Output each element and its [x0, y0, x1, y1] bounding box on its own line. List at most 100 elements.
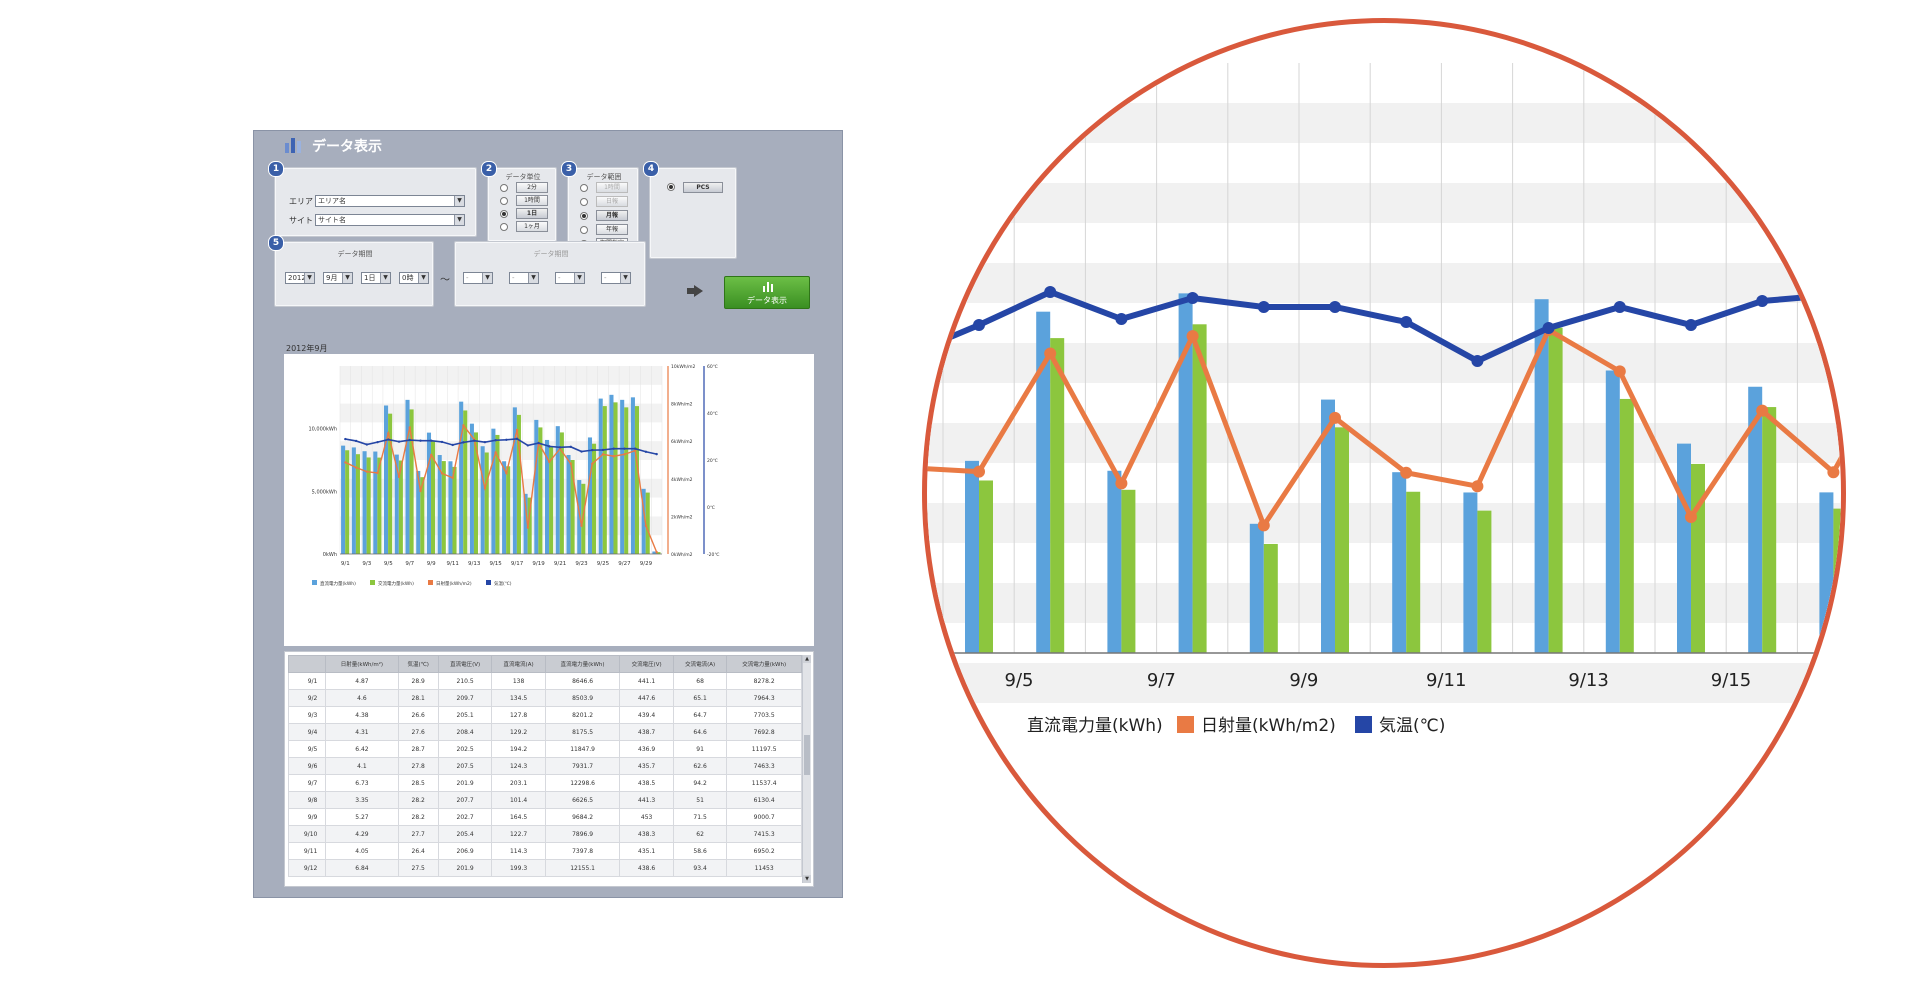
table-cell: 28.5: [397, 774, 439, 792]
column-header: 直流電力量(kWh): [544, 655, 621, 673]
range-option-0[interactable]: 1時間: [596, 182, 628, 193]
range-radio-1[interactable]: [580, 198, 588, 206]
table-cell: 209.7: [437, 689, 493, 707]
scroll-thumb[interactable]: [804, 735, 810, 775]
table-scrollbar[interactable]: ▲ ▼: [802, 655, 811, 883]
table-row[interactable]: 9/1 4.87 28.9 210.5 138 8646.6 441.1 68 8278.2: [287, 672, 802, 690]
table-cell: 71.5: [672, 808, 728, 826]
table-row[interactable]: 9/8 3.35 28.2 207.7 101.4 6626.5 441.3 51 6130.4: [287, 791, 802, 809]
dc-bar: [491, 428, 496, 554]
arrow-head-icon: [694, 285, 703, 297]
zoom-dc-bar: [1748, 386, 1763, 653]
table-row[interactable]: 9/4 4.31 27.6 208.4 129.2 8175.5 438.7 64.6 7692…: [287, 723, 802, 741]
temperature-point: [623, 447, 626, 450]
pcs-button[interactable]: PCS: [683, 182, 723, 193]
irradiance-point: [633, 449, 637, 452]
right1-tick-label: 2kWh/m2: [671, 514, 693, 520]
ac-bar: [624, 407, 629, 554]
unit-option-3[interactable]: 1ヶ月: [516, 221, 548, 232]
table-cell: 6.73: [325, 774, 399, 792]
ac-bar: [484, 452, 489, 554]
table-row[interactable]: 9/11 4.05 26.4 206.9 114.3 7397.8 435.1 58.6 695…: [287, 842, 802, 860]
end-year-select[interactable]: - ▼: [463, 272, 493, 284]
table-row[interactable]: 9/9 5.27 28.2 202.7 164.5 9684.2 453 71.5 9000.7: [287, 808, 802, 826]
temperature-point: [569, 445, 572, 449]
show-data-button[interactable]: データ表示: [724, 276, 810, 309]
area-select-value: エリア名: [318, 197, 346, 205]
table-row[interactable]: 9/3 4.38 26.6 205.1 127.8 8201.2 439.4 64.7 7703…: [287, 706, 802, 724]
step-1-badge: 1: [268, 161, 284, 177]
unit-radio-2[interactable]: [500, 210, 508, 218]
ac-bar: [398, 460, 403, 554]
range-option-2[interactable]: 月報: [596, 210, 628, 221]
end-month-select[interactable]: - ▼: [509, 272, 539, 284]
unit-radio-0[interactable]: [500, 184, 508, 192]
range-option-3[interactable]: 年報: [596, 224, 628, 235]
zoom-dc-bar: [1605, 370, 1620, 653]
zoom-ac-bar: [1050, 338, 1065, 653]
area-select[interactable]: エリア名 ▼: [315, 195, 465, 207]
zoom-legend-label: 気温(℃): [1379, 716, 1445, 736]
range-radio-3[interactable]: [580, 226, 588, 234]
zoom-x-tick-label: 9/5: [1005, 670, 1034, 691]
start-hour-select[interactable]: 0時 ▼: [399, 272, 429, 284]
start-day-select[interactable]: 1日 ▼: [361, 272, 391, 284]
table-row[interactable]: 9/7 6.73 28.5 201.9 203.1 12298.6 438.5 94.2 115…: [287, 774, 802, 792]
end-hour-select[interactable]: - ▼: [601, 272, 631, 284]
table-cell: 101.4: [491, 791, 546, 809]
table-row[interactable]: 9/5 6.42 28.7 202.5 194.2 11847.9 436.9 91 11197…: [287, 740, 802, 758]
period-end-panel: データ期間 - ▼ - ▼ - ▼ - ▼: [454, 241, 646, 307]
legend-swatch: [428, 580, 433, 585]
irradiance-point: [655, 550, 658, 554]
start-year-select[interactable]: 2012 ▼: [285, 272, 315, 284]
ac-bar: [527, 497, 532, 554]
table-row[interactable]: 9/2 4.6 28.1 209.7 134.5 8503.9 447.6 65.1 7964.…: [287, 689, 802, 707]
site-select[interactable]: サイト名 ▼: [315, 214, 465, 226]
ac-bar: [377, 457, 382, 554]
temperature-point: [451, 443, 454, 447]
zoom-x-tick-label: 9/11: [1426, 670, 1466, 691]
unit-radio-3[interactable]: [500, 223, 508, 231]
table-row[interactable]: 9/6 4.1 27.8 207.5 124.3 7931.7 435.7 62.6 7463.…: [287, 757, 802, 775]
table-cell: 207.5: [437, 757, 493, 775]
unit-option-0[interactable]: 2分: [516, 182, 548, 193]
unit-option-2[interactable]: 1日: [516, 208, 548, 219]
unit-option-1[interactable]: 1時間: [516, 195, 548, 206]
site-select-value: サイト名: [318, 216, 346, 224]
zoom-irradiance-point: [1827, 466, 1840, 479]
end-day-select[interactable]: - ▼: [555, 272, 585, 284]
zoom-grid-band: [927, 263, 1841, 303]
zoom-irradiance-line: [927, 326, 1841, 531]
pcs-radio[interactable]: [667, 183, 675, 191]
temperature-point: [526, 444, 530, 447]
row-date-cell: 9/1: [287, 672, 327, 690]
chevron-down-icon: ▼: [620, 273, 630, 283]
scroll-up-icon[interactable]: ▲: [803, 655, 811, 663]
zoom-temperature-point: [1542, 322, 1555, 334]
range-radio-2[interactable]: [580, 212, 588, 220]
scroll-down-icon[interactable]: ▼: [803, 875, 811, 883]
zoom-temperature-point: [1613, 301, 1626, 313]
temperature-point: [591, 448, 594, 452]
table-cell: 3.35: [325, 791, 399, 809]
table-row[interactable]: 9/10 4.29 27.7 205.4 122.7 7896.9 438.3 62 7415.…: [287, 825, 802, 843]
table-cell: 435.7: [619, 757, 674, 775]
start-day-value: 1日: [364, 274, 376, 282]
ac-bar: [538, 427, 543, 554]
table-cell: 439.4: [619, 706, 674, 724]
dc-bar: [416, 470, 421, 554]
ac-bar: [613, 402, 618, 554]
table-cell: 7692.8: [726, 723, 802, 741]
irradiance-point: [526, 526, 530, 529]
range-radio-0[interactable]: [580, 184, 588, 192]
table-cell: 438.6: [619, 859, 674, 877]
legend-swatch: [312, 580, 317, 585]
unit-radio-1[interactable]: [500, 197, 508, 205]
table-cell: 6.84: [325, 859, 399, 877]
ac-bar: [441, 461, 446, 554]
table-cell: 64.7: [672, 706, 728, 724]
table-row[interactable]: 9/12 6.84 27.5 201.9 199.3 12155.1 438.6 93.4 11…: [287, 859, 802, 877]
start-month-select[interactable]: 9月 ▼: [323, 272, 353, 284]
table-cell: 124.3: [491, 757, 546, 775]
range-option-1[interactable]: 日報: [596, 196, 628, 207]
